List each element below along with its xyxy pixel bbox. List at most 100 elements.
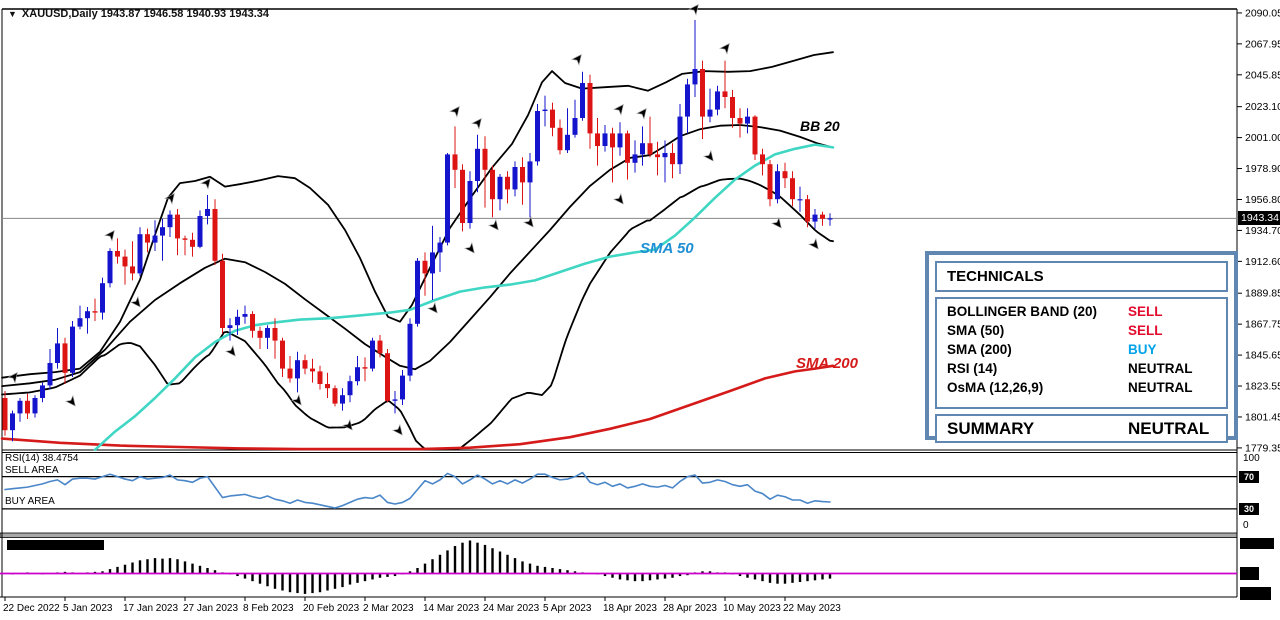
date-axis-label: 24 Mar 2023 bbox=[483, 603, 540, 614]
candle bbox=[745, 116, 750, 124]
osma-bar bbox=[701, 571, 704, 574]
candle bbox=[287, 368, 293, 379]
candle bbox=[100, 283, 105, 313]
osma-bar bbox=[558, 569, 562, 574]
osma-bar bbox=[746, 573, 749, 578]
rsi-sell-area-label: SELL AREA bbox=[5, 465, 59, 476]
fractal-down-arrow-icon: ➤ bbox=[62, 393, 82, 412]
osma-bar bbox=[783, 573, 787, 584]
osma-bar bbox=[753, 573, 757, 580]
price-axis-label: 1867.75 bbox=[1245, 319, 1280, 331]
osma-bar bbox=[663, 573, 667, 579]
candles[interactable] bbox=[2, 20, 833, 442]
candle bbox=[167, 214, 173, 228]
osma-bar bbox=[183, 561, 187, 574]
technicals-summary: SUMMARY NEUTRAL bbox=[935, 414, 1228, 443]
bb-lower-band bbox=[1, 177, 834, 450]
osma-bar bbox=[288, 573, 292, 593]
candle bbox=[362, 367, 368, 369]
candle bbox=[422, 260, 428, 274]
current-price-tag: 1943.34 bbox=[1238, 211, 1280, 225]
candle bbox=[692, 69, 698, 85]
osma-bar bbox=[566, 570, 569, 574]
candle bbox=[722, 91, 728, 97]
fractal-down-arrow-icon: ➤ bbox=[389, 422, 409, 441]
candle bbox=[820, 214, 825, 219]
osma-bar bbox=[551, 568, 554, 574]
osma-bar bbox=[491, 548, 494, 574]
technicals-row-sma50: SMA (50) SELL bbox=[947, 323, 1226, 342]
osma-bar bbox=[236, 573, 239, 577]
price-axis-label: 1934.70 bbox=[1245, 225, 1280, 237]
candle bbox=[205, 209, 210, 216]
candle bbox=[175, 214, 180, 239]
candle bbox=[452, 154, 458, 170]
candle bbox=[617, 133, 623, 148]
candle bbox=[602, 133, 608, 146]
osma-bar bbox=[776, 573, 779, 584]
price-axis-label: 1978.90 bbox=[1245, 163, 1280, 175]
signal-value: BUY bbox=[1128, 342, 1157, 357]
osma-bar bbox=[738, 573, 742, 577]
candle bbox=[242, 314, 248, 317]
candle bbox=[670, 153, 675, 165]
candle bbox=[377, 340, 383, 354]
osma-bar bbox=[378, 573, 382, 578]
candle bbox=[55, 343, 60, 363]
date-axis-label: 22 May 2023 bbox=[783, 603, 841, 614]
fractal-down-arrow-icon: ➤ bbox=[610, 191, 630, 210]
candle bbox=[2, 398, 8, 431]
candle bbox=[10, 413, 15, 431]
candle bbox=[655, 154, 660, 158]
candle bbox=[437, 242, 443, 253]
signal-value: NEUTRAL bbox=[1128, 380, 1193, 395]
candle bbox=[85, 311, 90, 319]
candle bbox=[535, 111, 540, 162]
technicals-body: BOLLINGER BAND (20) SELL SMA (50) SELL S… bbox=[935, 297, 1228, 409]
osma-bar bbox=[251, 573, 254, 582]
technicals-panel: TECHNICALS BOLLINGER BAND (20) SELL SMA … bbox=[925, 251, 1238, 443]
date-axis-label: 5 Apr 2023 bbox=[543, 603, 592, 614]
osma-bar bbox=[813, 573, 817, 581]
rsi-level-0: 0 bbox=[1243, 520, 1249, 531]
osma-bar bbox=[708, 571, 712, 574]
candle bbox=[805, 199, 810, 222]
osma-bar bbox=[341, 573, 344, 588]
price-axis-label: 1779.35 bbox=[1245, 442, 1280, 454]
candle bbox=[497, 176, 503, 200]
candle bbox=[212, 209, 218, 261]
fractal-down-arrow-icon: ➤ bbox=[520, 214, 540, 233]
date-axis-label: 27 Jan 2023 bbox=[183, 603, 238, 614]
price-axis-label: 1912.60 bbox=[1245, 256, 1280, 268]
candle bbox=[32, 398, 38, 414]
candle bbox=[47, 363, 53, 386]
candle bbox=[490, 169, 495, 200]
candle bbox=[302, 360, 308, 369]
candle bbox=[415, 260, 420, 324]
osma-bar bbox=[618, 573, 622, 580]
osma-bar bbox=[123, 564, 127, 574]
price-axis-label: 2067.95 bbox=[1245, 38, 1280, 50]
rsi-level-30: 30 bbox=[1239, 503, 1259, 515]
candle bbox=[565, 134, 570, 151]
osma-bar bbox=[296, 573, 299, 594]
osma-bar bbox=[603, 573, 607, 577]
candle bbox=[677, 116, 683, 165]
candle bbox=[137, 234, 143, 274]
indicator-name: OsMA (12,26,9) bbox=[947, 380, 1044, 395]
candle bbox=[767, 164, 773, 200]
osma-bar bbox=[258, 573, 262, 584]
date-axis-label: 28 Apr 2023 bbox=[663, 603, 717, 614]
candle bbox=[40, 385, 45, 398]
candle bbox=[625, 133, 630, 163]
summary-label: SUMMARY bbox=[947, 419, 1035, 438]
sma50-line bbox=[93, 143, 835, 452]
candle bbox=[445, 154, 450, 243]
candle bbox=[512, 167, 518, 190]
symbol-dropdown-icon[interactable]: ▼ bbox=[8, 9, 17, 19]
osma-bar bbox=[453, 546, 457, 574]
price-axis-label: 2090.05 bbox=[1245, 7, 1280, 19]
candle bbox=[182, 238, 188, 240]
